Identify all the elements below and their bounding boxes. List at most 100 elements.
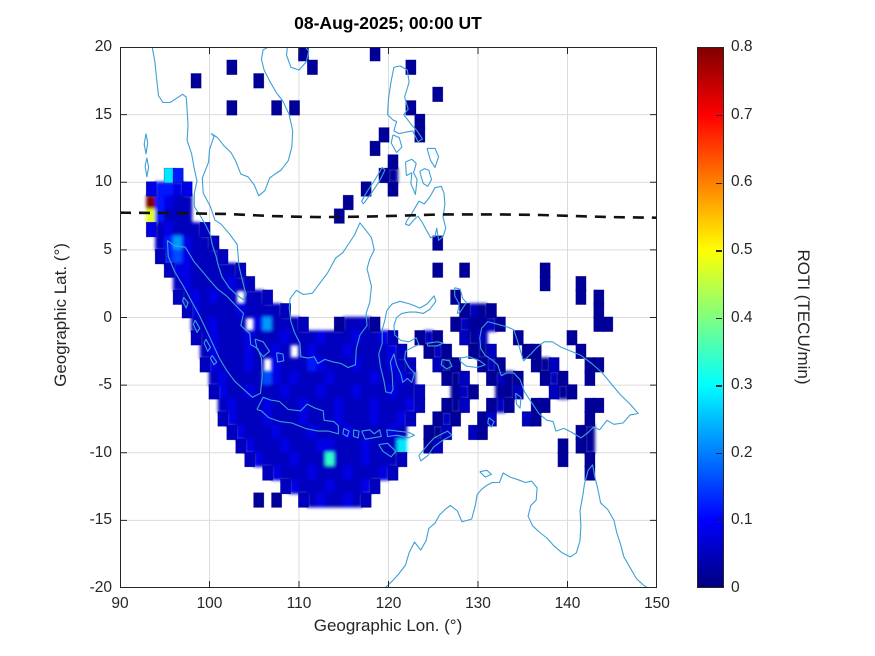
roti-cell (146, 208, 157, 224)
roti-cell (361, 371, 372, 386)
roti-cell (334, 384, 345, 400)
roti-cell (342, 194, 354, 211)
roti-cell (369, 316, 381, 332)
roti-cell (360, 181, 372, 197)
roti-cell (468, 330, 479, 346)
roti-cell (405, 371, 416, 386)
roti-cell (343, 398, 354, 413)
roti-cell (244, 289, 255, 305)
coastline-path (378, 442, 397, 458)
roti-cell (298, 371, 309, 386)
roti-cell (352, 465, 363, 481)
coastline-path (515, 392, 522, 409)
roti-cell (271, 357, 282, 373)
roti-cell (173, 195, 184, 210)
roti-cell (316, 384, 327, 400)
roti-cell (387, 452, 399, 467)
roti-cell (172, 167, 184, 184)
roti-cell (423, 424, 435, 441)
roti-cell (208, 262, 220, 278)
roti-cell (369, 357, 381, 373)
roti-cell (361, 438, 372, 454)
roti-cell (405, 384, 416, 400)
roti-cell (307, 371, 318, 386)
roti-cell (468, 316, 479, 332)
roti-cell (387, 343, 399, 359)
roti-cell (298, 425, 309, 440)
roti-cell (298, 316, 309, 332)
roti-cell (548, 357, 560, 373)
roti-cell (557, 451, 569, 468)
roti-cell (361, 316, 372, 332)
roti-cell (414, 397, 426, 414)
roti-cell (298, 465, 309, 481)
y-tick-label: 0 (103, 308, 112, 326)
roti-cell (199, 330, 211, 346)
roti-cell (155, 235, 166, 251)
roti-cell (387, 425, 399, 440)
roti-cell (217, 343, 229, 359)
coastline-path (479, 469, 492, 478)
roti-cell (369, 384, 381, 400)
roti-cell (334, 465, 345, 481)
colorbar-tick-label: 0.3 (731, 376, 753, 394)
roti-cell (334, 479, 345, 494)
roti-cell (307, 357, 318, 373)
roti-cell (235, 276, 246, 292)
roti-cell (584, 425, 595, 440)
roti-cell (423, 343, 435, 359)
coastline-path (182, 296, 189, 309)
roti-cell (352, 425, 363, 440)
roti-cell (271, 371, 282, 386)
roti-cell (199, 235, 211, 251)
roti-cell (441, 370, 453, 387)
roti-cell (262, 330, 273, 346)
roti-cell (253, 357, 264, 373)
roti-cell (280, 465, 291, 481)
colorbar-tick-label: 0.8 (731, 38, 753, 55)
roti-cell (396, 357, 408, 373)
roti-cell (539, 276, 551, 292)
roti-cell (155, 195, 166, 210)
coastline-path (151, 47, 294, 301)
roti-cell (369, 411, 381, 427)
roti-cell (343, 330, 354, 346)
roti-cell (226, 316, 237, 332)
roti-cell (494, 357, 506, 373)
roti-cell (190, 316, 202, 332)
roti-cell (271, 330, 282, 346)
roti-cell (208, 276, 220, 292)
roti-cell (387, 384, 399, 400)
colorbar-tick-label: 0 (731, 579, 740, 596)
roti-cell (334, 492, 345, 508)
roti-cell (190, 73, 202, 89)
roti-cell (334, 330, 345, 346)
roti-cell (280, 398, 291, 413)
coastline-path (144, 157, 150, 178)
roti-cell (396, 384, 408, 400)
roti-cell (343, 371, 354, 386)
roti-cell (226, 330, 237, 346)
roti-cell (307, 330, 318, 346)
roti-cell (486, 357, 497, 373)
roti-cell (262, 343, 273, 359)
coastline-path (418, 430, 453, 462)
roti-cell (405, 100, 417, 116)
roti-cell (539, 262, 551, 278)
roti-cell (369, 330, 381, 346)
roti-cell (316, 425, 327, 440)
roti-cell (298, 384, 309, 400)
roti-cell (298, 452, 309, 467)
roti-cell (334, 452, 345, 467)
roti-cell (253, 425, 264, 440)
colorbar-tick-label: 0.5 (731, 240, 753, 258)
map-canvas (120, 47, 657, 588)
roti-cell (280, 384, 291, 400)
roti-cell (387, 357, 399, 373)
coastline-path (378, 295, 437, 394)
coastline-path (386, 429, 416, 439)
roti-cell (208, 384, 220, 400)
roti-cell (289, 316, 300, 332)
roti-cell (325, 492, 336, 508)
roti-cell (271, 411, 282, 427)
